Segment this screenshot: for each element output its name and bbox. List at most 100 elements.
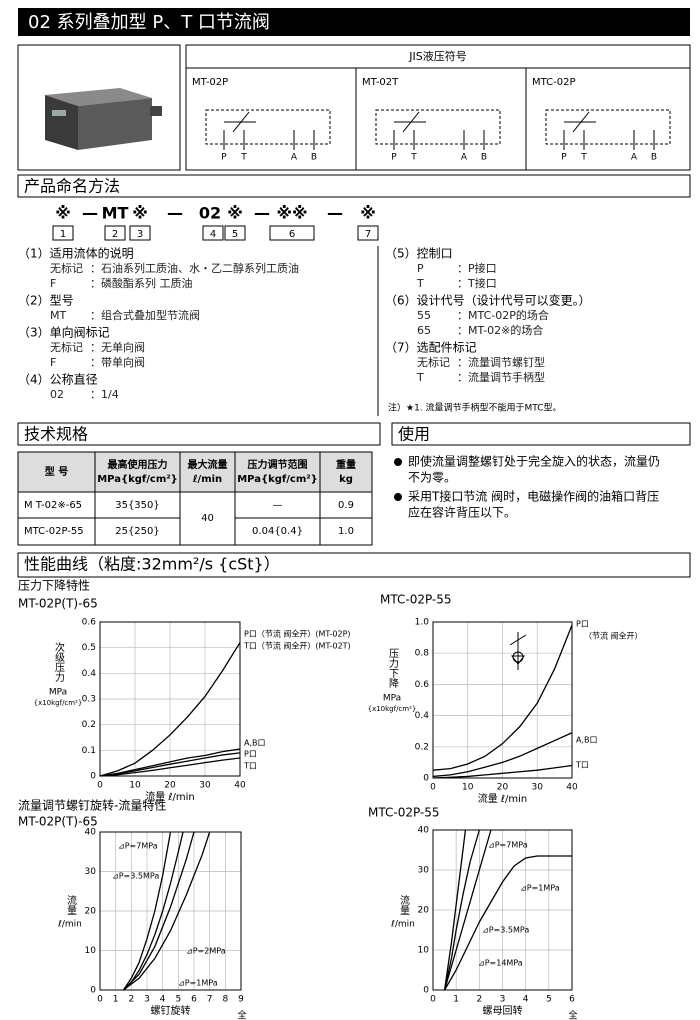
code-box-label: 5 xyxy=(232,229,238,240)
x-tick-label: 7 xyxy=(207,995,213,1005)
x-tick-label: 20 xyxy=(164,781,176,791)
y-axis-unit: ℓ/min xyxy=(390,920,415,930)
table-header-bg xyxy=(17,451,373,493)
list-heading: （6）设计代号（设计代号可以变更。） xyxy=(385,293,591,308)
y-tick-label: 40 xyxy=(418,826,430,836)
table-header: 压力调节范围 xyxy=(248,458,308,471)
list-value: ：组合式叠加型节流阀 xyxy=(90,308,200,322)
table-frame xyxy=(17,451,373,546)
list-value: ：P接口 xyxy=(457,262,497,275)
symbol-arrow xyxy=(572,111,590,133)
series-label: ⊿P=7MPa xyxy=(118,842,158,851)
list-heading: （5）控制口 xyxy=(385,247,453,261)
x-tick-label: 0 xyxy=(97,995,103,1005)
series-line xyxy=(432,764,573,779)
code-box xyxy=(104,225,126,241)
series-line xyxy=(123,831,195,991)
symbol-arrow xyxy=(232,111,250,133)
y-tick-label: 10 xyxy=(85,946,97,956)
y-tick-label: 20 xyxy=(85,907,97,917)
code-box xyxy=(224,225,246,241)
list-key: T xyxy=(416,277,424,290)
series-label: T口 xyxy=(575,761,589,770)
chart-section: 压力下降特性 xyxy=(18,578,90,593)
x-tick-label: 10 xyxy=(462,783,474,793)
section-title: 性能曲线（粘度:32mm²/s {cSt}） xyxy=(24,555,280,574)
y-tick-label: 20 xyxy=(418,906,430,916)
list-heading: （1）适用流体的说明 xyxy=(18,246,134,261)
code-part: 02 xyxy=(199,204,221,223)
table-cell: 1.0 xyxy=(338,526,354,537)
port-label: P xyxy=(561,153,567,163)
list-value: ：流量调节螺钉型 xyxy=(457,355,545,369)
table-cell: MTC-02P-55 xyxy=(24,526,84,537)
usage-text: 采用T接口节流 阀时，电磁操作阀的油箱口背压 xyxy=(408,489,659,504)
x-tick-label: 6 xyxy=(569,995,575,1005)
series-line xyxy=(99,752,241,777)
list-key: 无标记 xyxy=(50,340,83,354)
code-box-label: 2 xyxy=(112,229,118,240)
port-label: A xyxy=(461,153,468,163)
code-box-label: 3 xyxy=(137,229,143,240)
series-line xyxy=(443,829,467,991)
list-value: ：MT-02※的场合 xyxy=(457,323,543,337)
code-part: — xyxy=(82,204,98,223)
y-axis-unit: MPa xyxy=(49,688,67,698)
x-axis-label: 流量 ℓ/min xyxy=(478,792,528,805)
y-tick-label: 30 xyxy=(418,866,430,876)
list-value: ：带单向阀 xyxy=(90,355,145,369)
series-label: T口 xyxy=(243,762,257,771)
section-header xyxy=(17,422,381,446)
list-value: ：1/4 xyxy=(90,388,119,401)
list-value: ：无单向阀 xyxy=(90,340,145,354)
code-part: — xyxy=(167,204,183,223)
port-label: P xyxy=(221,153,227,163)
table-header: 型 号 xyxy=(45,465,68,478)
chart-title: MT-02P(T)-65 xyxy=(18,815,98,829)
annotation: 全开 xyxy=(236,1009,247,1020)
y-tick-label: 0.3 xyxy=(82,695,96,705)
x-tick-label: 30 xyxy=(199,781,211,791)
list-value: ：MTC-02P的场合 xyxy=(457,308,549,322)
y-axis-unit: {x10kgf/cm²} xyxy=(368,705,417,713)
plot-frame xyxy=(432,621,573,779)
annotation: T口（节流 阀全开）(MT-02T) xyxy=(243,641,351,651)
port-label: B xyxy=(651,153,657,163)
series-line xyxy=(99,748,241,777)
table-cell: 40 xyxy=(201,513,214,524)
x-axis-label: 流量 ℓ/min xyxy=(145,790,195,803)
list-value: ：石油系列工质油、水・乙二醇系列工质油 xyxy=(90,261,299,275)
table-cell: — xyxy=(273,500,283,511)
y-axis-unit: MPa xyxy=(383,694,401,704)
x-axis-label: 螺钉旋转 xyxy=(151,1004,191,1017)
code-part: — xyxy=(327,204,343,223)
x-tick-label: 0 xyxy=(430,995,436,1005)
table-header: kg xyxy=(339,474,353,485)
series-label: ⊿P=14MPa xyxy=(478,959,523,968)
series-label: A,B口 xyxy=(244,739,266,748)
series-line xyxy=(99,642,241,777)
port-label: T xyxy=(410,153,417,163)
annotation: （节流 阀全开） xyxy=(584,631,643,641)
series-line xyxy=(123,831,211,991)
code-box xyxy=(52,225,74,241)
series-line xyxy=(443,829,492,991)
series-line xyxy=(444,855,572,991)
table-cell: M T-02※-65 xyxy=(24,500,82,511)
section-header xyxy=(391,422,691,446)
port-label: T xyxy=(240,153,247,163)
x-tick-label: 1 xyxy=(113,995,119,1005)
x-tick-label: 4 xyxy=(160,995,166,1005)
chart-title: MTC-02P-55 xyxy=(368,806,440,820)
x-tick-label: 6 xyxy=(191,995,197,1005)
table-header: MPa{kgf/cm²} xyxy=(237,474,318,485)
y-tick-label: 1.0 xyxy=(415,618,430,628)
list-heading: （2）型号 xyxy=(18,294,74,308)
list-key: F xyxy=(50,356,56,369)
series-line xyxy=(432,624,573,771)
product-image xyxy=(17,44,181,171)
x-tick-label: 10 xyxy=(129,781,141,791)
usage-text: 即使流量调整螺钉处于完全旋入的状态，流量仍 xyxy=(408,454,660,469)
x-tick-label: 20 xyxy=(497,783,509,793)
usage-text: 不为零。 xyxy=(408,471,456,485)
